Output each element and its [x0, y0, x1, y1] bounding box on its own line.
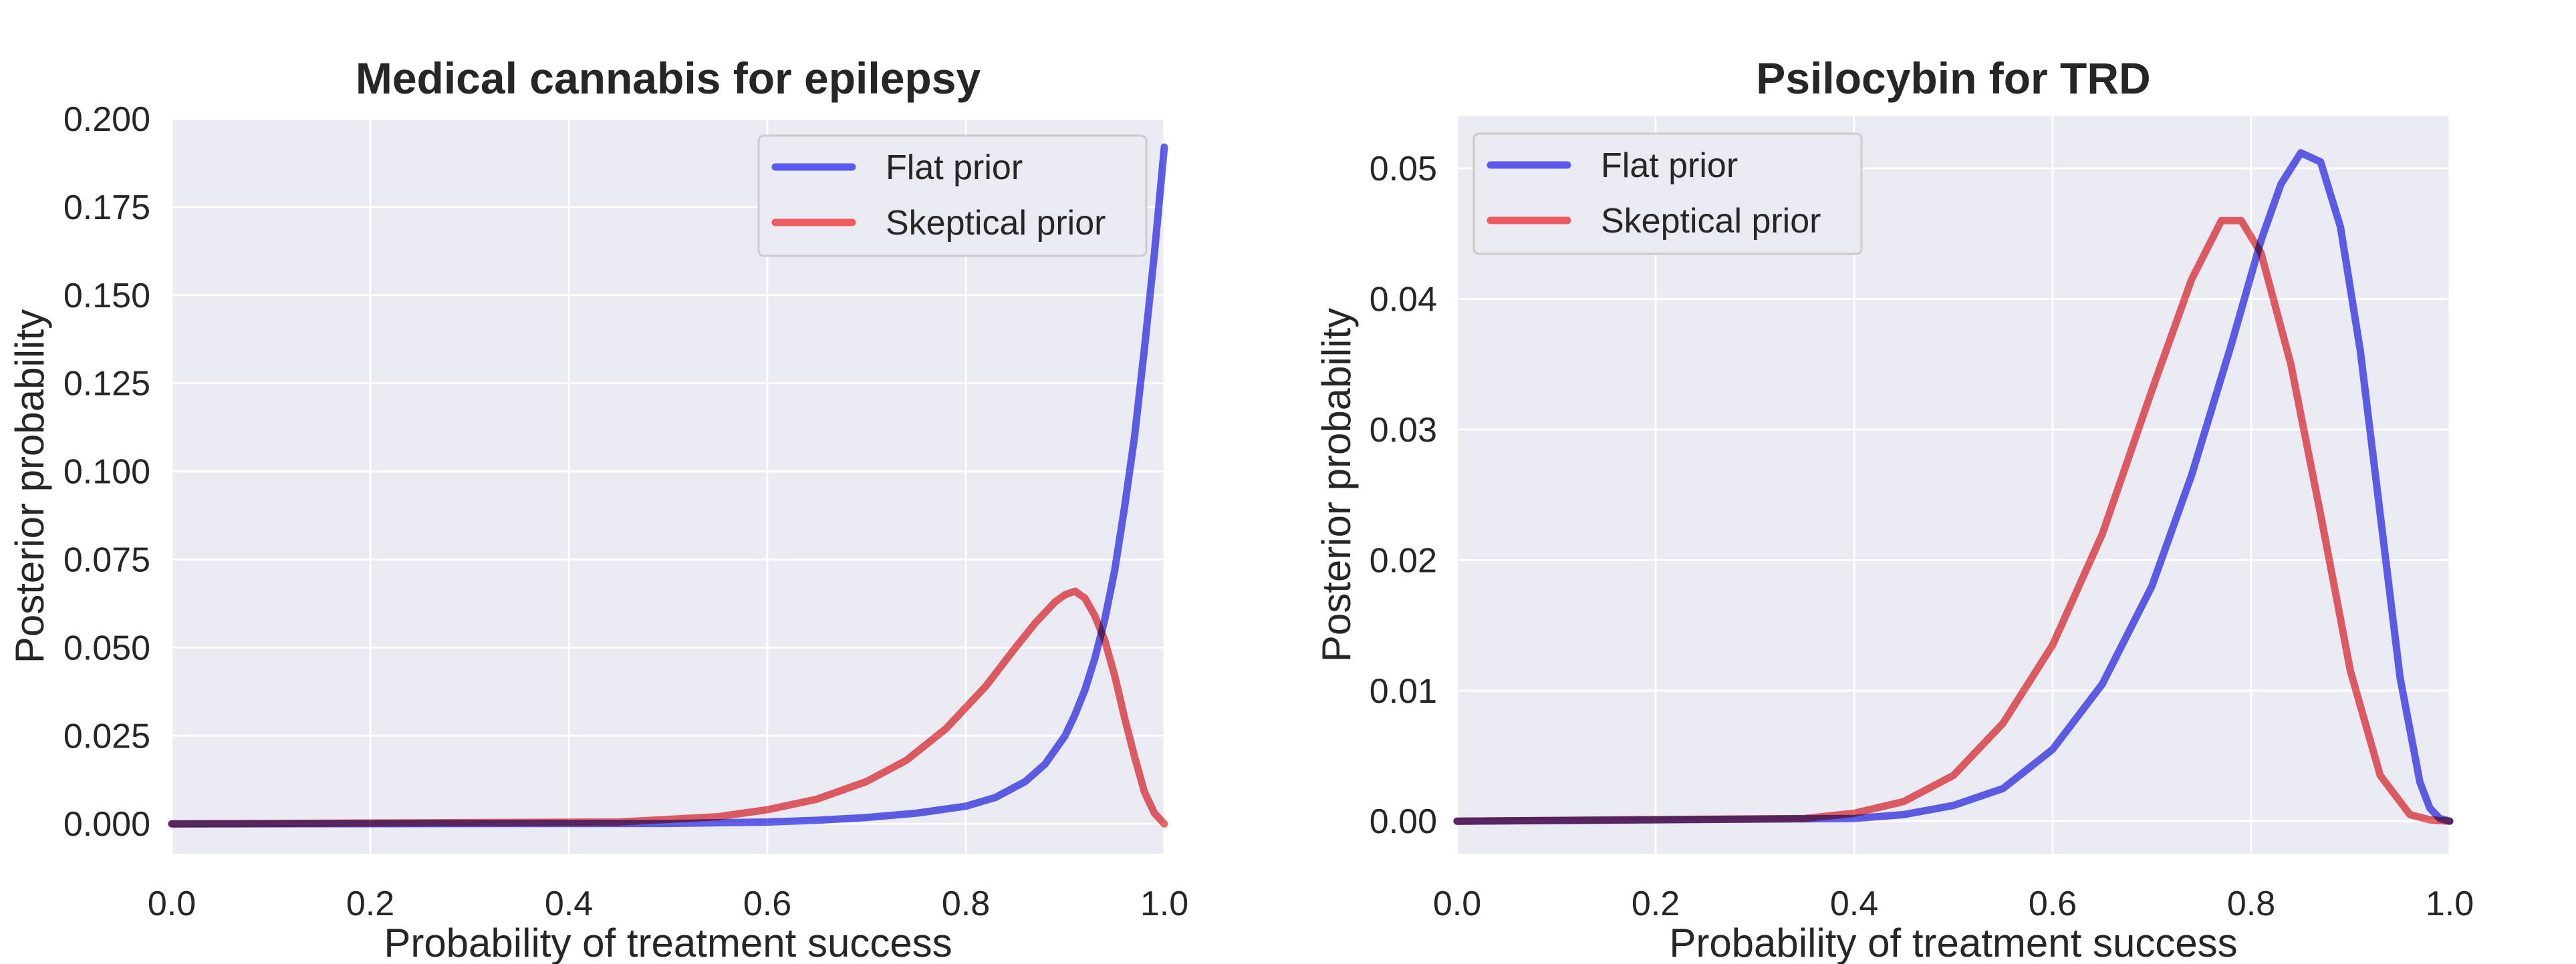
x-tick-label: 0.2: [346, 885, 394, 923]
tick-labels: 0.0 0.2 0.4 0.6 0.8 1.0 0.000 0.025 0.050 0.075 0.…: [63, 100, 1188, 923]
y-tick-label: 0.200: [63, 100, 150, 139]
x-tick-label: 0.6: [2029, 885, 2077, 923]
series-line-skeptical-prior: [1453, 216, 2454, 825]
y-tick-label: 0.050: [63, 629, 150, 667]
chart-title: Medical cannabis for epilepsy: [356, 53, 981, 103]
chart-medical-cannabis: 0.0 0.2 0.4 0.6 0.8 1.0 0.000 0.025 0.050 0.075 0.…: [7, 53, 1188, 964]
x-tick-label: 0.4: [1830, 885, 1878, 923]
x-tick-label: 0.6: [743, 885, 791, 923]
chart-title: Psilocybin for TRD: [1756, 53, 2150, 103]
y-tick-label: 0.00: [1370, 802, 1437, 841]
x-tick-label: 0.0: [1433, 885, 1481, 923]
x-tick-label: 0.8: [942, 885, 990, 923]
y-tick-label: 0.02: [1370, 541, 1437, 580]
legend-label-flat-prior: Flat prior: [1601, 146, 1738, 185]
y-tick-label: 0.125: [63, 365, 150, 404]
y-tick-label: 0.100: [63, 453, 150, 492]
legend: Flat prior Skeptical prior: [1472, 132, 1863, 255]
x-tick-label: 0.0: [148, 885, 196, 923]
series-line-flat-prior: [1453, 149, 2454, 825]
y-tick-label: 0.075: [63, 540, 150, 579]
series-layer: [1453, 149, 2454, 825]
y-tick-label: 0.025: [63, 717, 150, 756]
y-tick-label: 0.150: [63, 277, 150, 315]
y-axis-label: Posterior probability: [1314, 308, 1359, 662]
y-tick-label: 0.03: [1370, 411, 1437, 450]
series-line-flat-prior: [168, 143, 1168, 828]
x-tick-label: 0.2: [1632, 885, 1680, 923]
x-tick-label: 0.8: [2227, 885, 2275, 923]
x-tick-label: 1.0: [1140, 885, 1188, 923]
legend-label-skeptical-prior: Skeptical prior: [886, 204, 1106, 243]
tick-labels: 0.0 0.2 0.4 0.6 0.8 1.0 0.00 0.01 0.02 0.03 0.04 0.…: [1370, 150, 2474, 923]
series-line-skeptical-prior: [168, 587, 1168, 828]
series-layer: [168, 143, 1168, 828]
y-axis-label: Posterior probability: [7, 309, 52, 663]
chart-psilocybin: 0.0 0.2 0.4 0.6 0.8 1.0 0.00 0.01 0.02 0.03 0.04 0.…: [1314, 53, 2474, 964]
y-tick-label: 0.000: [63, 805, 150, 844]
legend: Flat prior Skeptical prior: [757, 134, 1148, 257]
x-axis-label: Probability of treatment success: [384, 921, 952, 964]
x-tick-label: 1.0: [2426, 885, 2474, 923]
legend-label-skeptical-prior: Skeptical prior: [1601, 202, 1821, 240]
y-tick-label: 0.175: [63, 188, 150, 227]
x-tick-label: 0.4: [545, 885, 593, 923]
y-tick-label: 0.01: [1370, 672, 1437, 711]
x-axis-label: Probability of treatment success: [1669, 921, 2237, 964]
y-tick-label: 0.05: [1370, 150, 1437, 188]
y-tick-label: 0.04: [1370, 281, 1437, 319]
legend-label-flat-prior: Flat prior: [886, 148, 1023, 187]
